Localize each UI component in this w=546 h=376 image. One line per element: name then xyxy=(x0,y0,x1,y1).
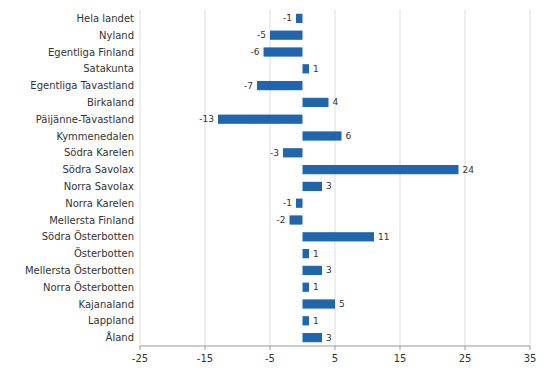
bars xyxy=(218,14,459,342)
bar xyxy=(264,47,303,56)
bar xyxy=(290,215,303,224)
grid-line xyxy=(335,10,336,346)
bar xyxy=(303,182,323,191)
category-label: Mellersta Österbotten xyxy=(25,264,134,276)
x-axis: -25 -15 -5 5 15 25 35 xyxy=(132,346,537,364)
bar xyxy=(296,14,303,23)
category-label: Egentliga Tavastland xyxy=(30,80,134,91)
grid xyxy=(140,10,530,346)
category-label: Lappland xyxy=(88,315,134,326)
data-label: -7 xyxy=(244,81,253,91)
bar xyxy=(270,31,303,40)
category-label: Norra Österbotten xyxy=(43,281,134,293)
category-label: Mellersta Finland xyxy=(49,215,134,226)
category-label: Åland xyxy=(106,331,134,343)
grid-line xyxy=(530,10,531,346)
data-label: 3 xyxy=(326,181,332,191)
category-label: Norra Karelen xyxy=(65,198,134,209)
tick xyxy=(270,346,271,350)
tick-label: 15 xyxy=(394,353,407,364)
category-label: Päijänne-Tavastland xyxy=(36,114,134,125)
category-label: Egentliga Finland xyxy=(48,47,134,58)
bar xyxy=(303,266,323,275)
chart: -25-15-55152535ÅlandLapplandKajanalandNo… xyxy=(0,0,546,376)
grid-line xyxy=(205,10,206,346)
bar xyxy=(303,165,459,174)
bar xyxy=(303,64,310,73)
bar xyxy=(218,115,303,124)
data-label: -1 xyxy=(283,13,292,23)
data-label: 24 xyxy=(463,165,475,175)
category-label: Hela landet xyxy=(77,13,135,24)
data-label: 6 xyxy=(346,131,352,141)
bar xyxy=(303,316,310,325)
data-label: 3 xyxy=(326,265,332,275)
data-labels: 31513111-2-1324-36-134-71-6-5-1 xyxy=(199,13,474,342)
bar xyxy=(303,249,310,258)
data-label: 5 xyxy=(339,299,345,309)
data-label: 1 xyxy=(313,316,319,326)
tick xyxy=(335,346,336,350)
category-label: Södra Österbotten xyxy=(42,230,134,242)
category-label: Södra Savolax xyxy=(62,164,134,175)
grid-line xyxy=(400,10,401,346)
category-label: Österbotten xyxy=(74,247,134,259)
data-label: 1 xyxy=(313,282,319,292)
tick-label: -15 xyxy=(197,353,213,364)
data-label: -1 xyxy=(283,198,292,208)
data-label: 3 xyxy=(326,333,332,343)
tick-label: 25 xyxy=(459,353,472,364)
bar xyxy=(303,131,342,140)
data-label: -3 xyxy=(270,148,279,158)
bar xyxy=(303,98,329,107)
data-label: 1 xyxy=(313,64,319,74)
tick-label: 5 xyxy=(332,353,338,364)
category-label: Satakunta xyxy=(83,63,134,74)
category-label: Nyland xyxy=(99,30,134,41)
tick xyxy=(530,346,531,350)
bar xyxy=(303,283,310,292)
category-label: Kymmenedalen xyxy=(56,131,134,142)
category-label: Kajanaland xyxy=(79,299,134,310)
data-label: -13 xyxy=(199,114,214,124)
tick xyxy=(465,346,466,350)
grid-line xyxy=(465,10,466,346)
bar xyxy=(257,81,303,90)
category-label: Norra Savolax xyxy=(64,181,134,192)
y-axis: Åland Lappland Kajanaland Norra Österbotten… xyxy=(25,13,134,343)
bar xyxy=(303,333,323,342)
tick xyxy=(400,346,401,350)
bar xyxy=(283,148,303,157)
data-label: -2 xyxy=(277,215,286,225)
bar xyxy=(303,299,336,308)
tick xyxy=(205,346,206,350)
bar xyxy=(296,199,303,208)
tick-label: 35 xyxy=(524,353,537,364)
grid-line xyxy=(140,10,141,346)
tick-label: -25 xyxy=(132,353,148,364)
grid-line xyxy=(270,10,271,346)
tick xyxy=(140,346,141,350)
data-label: 11 xyxy=(378,232,389,242)
data-label: -5 xyxy=(257,30,266,40)
tick-label: -5 xyxy=(265,353,275,364)
category-label: Södra Karelen xyxy=(64,147,134,158)
data-label: -6 xyxy=(251,47,260,57)
data-label: 1 xyxy=(313,249,319,259)
bar xyxy=(303,232,375,241)
category-label: Birkaland xyxy=(87,97,134,108)
data-label: 4 xyxy=(333,97,339,107)
chart-container: -25-15-55152535ÅlandLapplandKajanalandNo… xyxy=(0,0,546,376)
